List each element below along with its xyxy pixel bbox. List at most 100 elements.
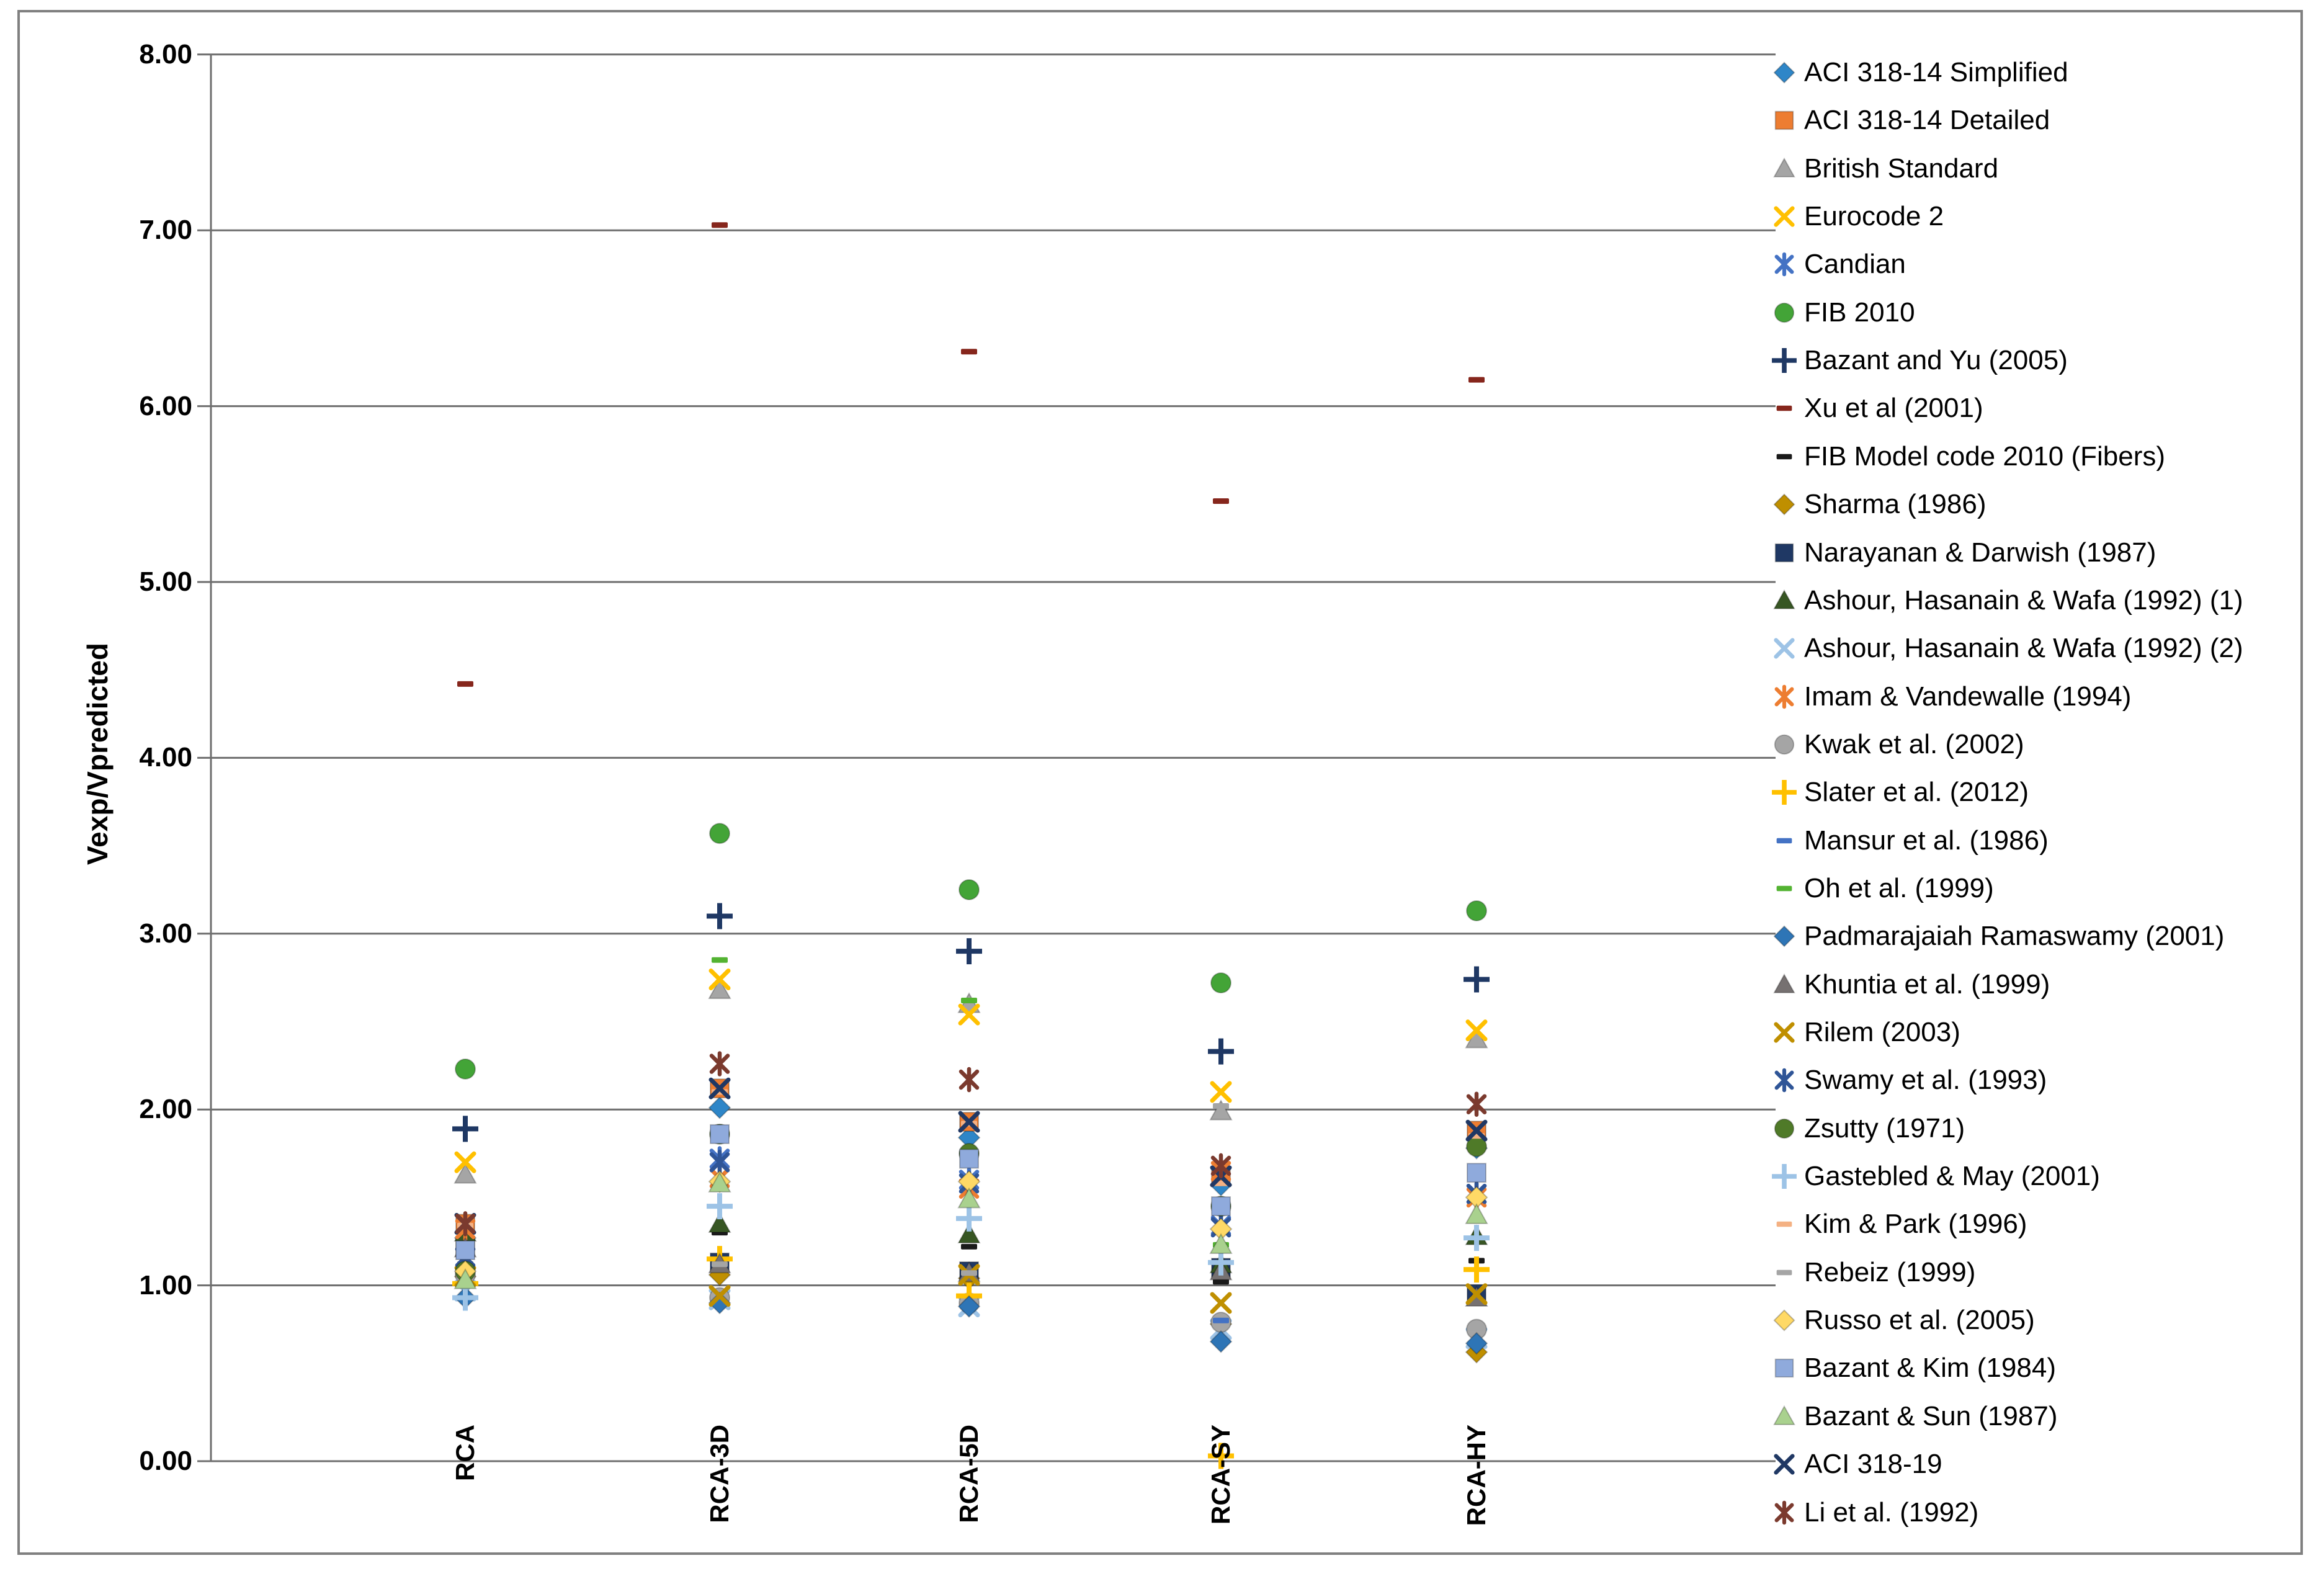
data-point-marker bbox=[956, 1205, 982, 1232]
legend-marker-icon bbox=[1773, 589, 1795, 609]
data-point-marker bbox=[1210, 1292, 1232, 1314]
data-point-marker bbox=[956, 938, 982, 965]
x-category-label: RCA-5D bbox=[954, 1425, 983, 1523]
chart-border-frame bbox=[17, 10, 2303, 1555]
legend-marker-icon bbox=[1774, 302, 1795, 323]
data-point-marker bbox=[707, 903, 733, 929]
data-point-marker bbox=[959, 1067, 980, 1093]
data-point-marker bbox=[455, 1059, 476, 1080]
legend-item: Ashour, Hasanain & Wafa (1992) (1) bbox=[1769, 578, 2243, 623]
legend-marker-icon bbox=[1773, 925, 1795, 947]
data-point-marker bbox=[455, 1211, 476, 1237]
legend-marker-icon bbox=[1773, 493, 1795, 516]
x-category-label: RCA-SY bbox=[1206, 1425, 1235, 1525]
legend-label: Rebeiz (1999) bbox=[1804, 1256, 1976, 1287]
data-point-marker bbox=[712, 957, 728, 963]
y-tick-label: 6.00 bbox=[139, 390, 192, 421]
legend-marker-icon bbox=[1774, 734, 1795, 755]
legend-marker-icon bbox=[1773, 1309, 1795, 1332]
legend-marker-icon bbox=[1772, 1164, 1797, 1189]
legend-item: ACI 318-14 Simplified bbox=[1769, 50, 2068, 95]
legend-item: ACI 318-14 Detailed bbox=[1769, 98, 2050, 143]
legend-label: Rilem (2003) bbox=[1804, 1017, 1960, 1047]
legend-label: Bazant & Kim (1984) bbox=[1804, 1353, 2056, 1384]
legend-item: FIB Model code 2010 (Fibers) bbox=[1769, 434, 2165, 479]
data-point-marker bbox=[452, 1284, 478, 1311]
legend-marker-icon bbox=[1773, 157, 1795, 177]
legend-label: Slater et al. (2012) bbox=[1804, 777, 2029, 808]
x-category-label: RCA bbox=[450, 1425, 480, 1481]
legend-marker-icon bbox=[1773, 1309, 1795, 1332]
legend-item: Rebeiz (1999) bbox=[1769, 1250, 1975, 1295]
data-point-marker bbox=[708, 1077, 731, 1099]
legend-marker-icon bbox=[1774, 1022, 1795, 1043]
data-point-marker bbox=[957, 1222, 981, 1244]
data-point-marker bbox=[1211, 1196, 1231, 1217]
legend-item: Eurocode 2 bbox=[1769, 194, 1944, 239]
legend-marker-icon bbox=[1772, 348, 1797, 374]
legend-marker-icon bbox=[1772, 780, 1797, 805]
legend-label: Narayanan & Darwish (1987) bbox=[1804, 537, 2156, 568]
legend-label: Russo et al. (2005) bbox=[1804, 1305, 2035, 1336]
data-point-marker bbox=[452, 1116, 478, 1142]
data-point-marker bbox=[961, 997, 977, 1003]
y-axis-title: Vexp/Vpredicted bbox=[81, 643, 114, 865]
data-point-marker bbox=[708, 978, 731, 1000]
legend-label: Bazant and Yu (2005) bbox=[1804, 345, 2068, 376]
legend-item: Sharma (1986) bbox=[1769, 482, 1986, 527]
legend-label: Swamy et al. (1993) bbox=[1804, 1065, 2047, 1096]
legend-item: Khuntia et al. (1999) bbox=[1769, 962, 2050, 1007]
legend-label: Khuntia et al. (1999) bbox=[1804, 969, 2050, 1000]
legend-item: FIB 2010 bbox=[1769, 290, 1915, 335]
y-tick-label: 2.00 bbox=[139, 1094, 192, 1125]
legend-label: Sharma (1986) bbox=[1804, 489, 1987, 520]
data-point-marker bbox=[1213, 498, 1229, 504]
data-point-marker bbox=[709, 1149, 730, 1175]
legend-marker-icon bbox=[1774, 1454, 1795, 1475]
data-point-marker bbox=[710, 1124, 730, 1144]
legend-marker-icon bbox=[1776, 1222, 1792, 1227]
legend-item: Bazant & Sun (1987) bbox=[1769, 1394, 2057, 1439]
data-point-marker bbox=[712, 1261, 728, 1268]
legend-marker-icon bbox=[1774, 1500, 1794, 1524]
legend-item: Oh et al. (1999) bbox=[1769, 866, 1994, 911]
legend-label: Padmarajaiah Ramaswamy (2001) bbox=[1804, 921, 2225, 952]
legend-label: Zsutty (1971) bbox=[1804, 1112, 1965, 1144]
data-point-marker bbox=[1466, 1091, 1487, 1117]
legend-label: Bazant & Sun (1987) bbox=[1804, 1400, 2058, 1431]
x-category-label: RCA-HY bbox=[1462, 1425, 1491, 1526]
legend-label: Mansur et al. (1986) bbox=[1804, 825, 2049, 856]
data-point-marker bbox=[957, 1295, 981, 1318]
legend-marker-icon bbox=[1774, 206, 1795, 227]
legend-marker-icon bbox=[1776, 1269, 1792, 1276]
legend-item: Mansur et al. (1986) bbox=[1769, 818, 2049, 863]
legend-marker-icon bbox=[1774, 1118, 1795, 1139]
legend-item: Xu et al (2001) bbox=[1769, 386, 1983, 431]
legend-marker-icon bbox=[1774, 1022, 1795, 1043]
y-tick-label: 8.00 bbox=[139, 38, 192, 69]
data-point-marker bbox=[1465, 1332, 1488, 1355]
legend-marker-icon bbox=[1773, 61, 1795, 84]
legend-marker-icon bbox=[1774, 684, 1794, 709]
data-point-marker bbox=[961, 1270, 977, 1276]
data-point-marker bbox=[1468, 377, 1485, 383]
data-point-marker bbox=[1209, 1233, 1233, 1255]
legend-label: ACI 318-14 Detailed bbox=[1804, 105, 2050, 136]
data-point-marker bbox=[958, 1003, 980, 1026]
legend-item: Li et al. (1992) bbox=[1769, 1490, 1978, 1535]
legend-label: Ashour, Hasanain & Wafa (1992) (1) bbox=[1804, 584, 2243, 615]
data-point-marker bbox=[961, 1243, 977, 1250]
data-point-marker bbox=[709, 1051, 730, 1076]
legend-label: Li et al. (1992) bbox=[1804, 1497, 1979, 1528]
data-point-marker bbox=[1210, 972, 1231, 994]
data-point-marker bbox=[1466, 900, 1487, 921]
data-point-marker bbox=[454, 1151, 476, 1173]
legend-item: Candian bbox=[1769, 242, 1906, 287]
data-point-marker bbox=[1213, 1103, 1229, 1109]
legend-label: Imam & Vandewalle (1994) bbox=[1804, 681, 2132, 712]
legend-marker-icon bbox=[1774, 206, 1795, 227]
legend-item: Bazant and Yu (2005) bbox=[1769, 338, 2068, 383]
legend-marker-icon bbox=[1773, 1405, 1795, 1425]
data-point-marker bbox=[1467, 1163, 1486, 1183]
legend-marker-icon bbox=[1773, 493, 1795, 516]
